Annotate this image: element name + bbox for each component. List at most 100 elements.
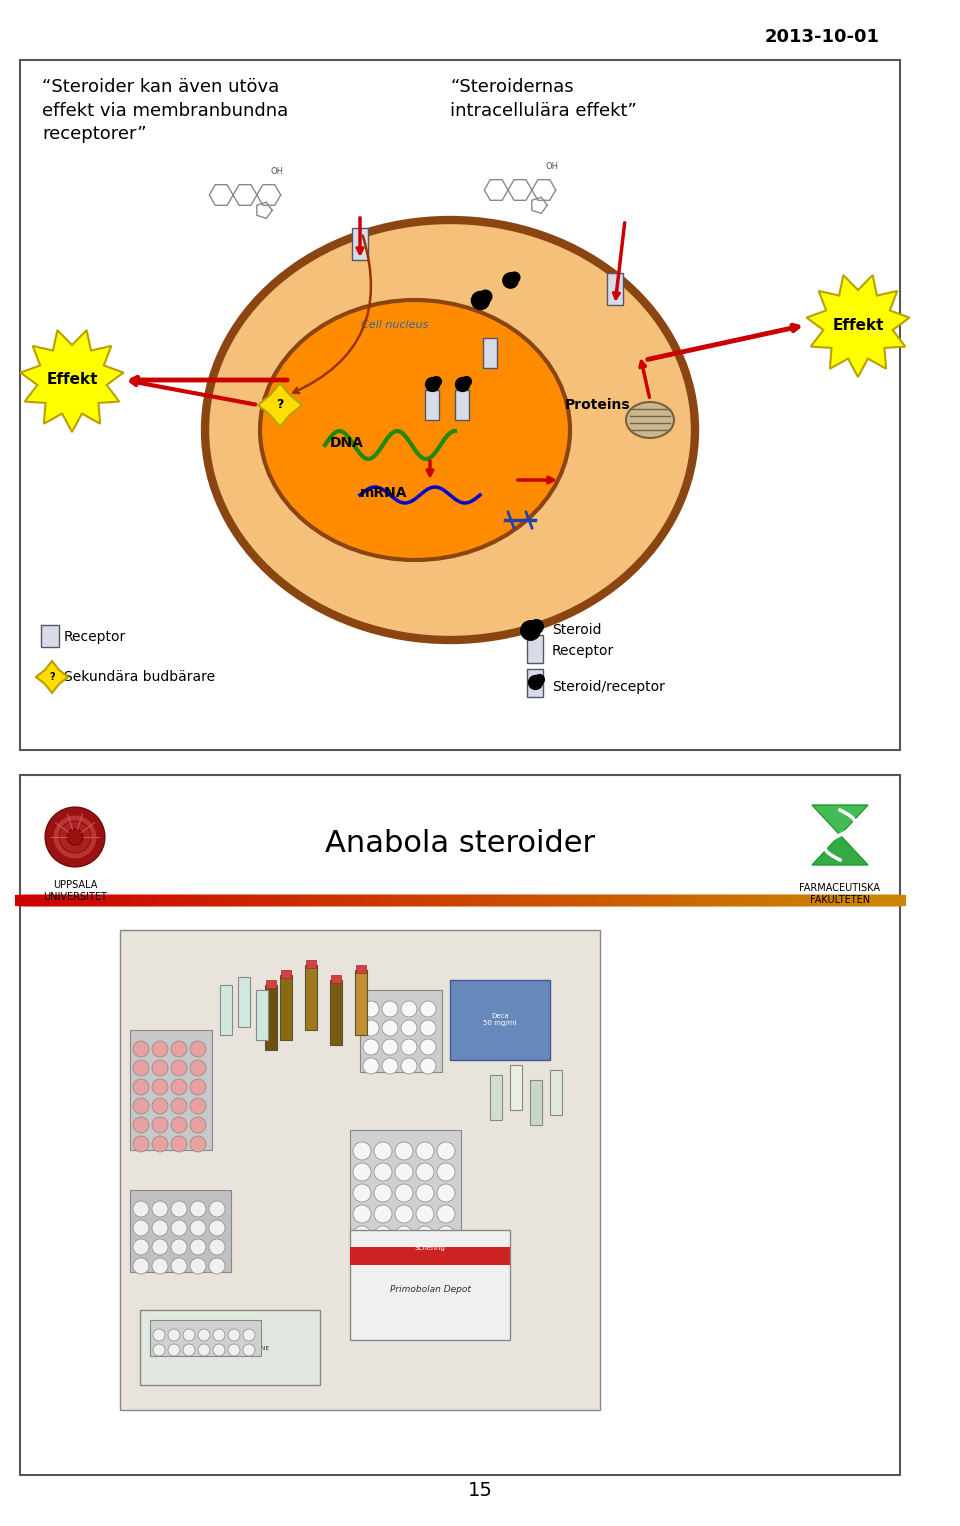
Circle shape (171, 1117, 187, 1132)
Circle shape (59, 821, 91, 853)
Circle shape (152, 1219, 168, 1236)
Text: mRNA: mRNA (360, 485, 407, 501)
Circle shape (190, 1041, 206, 1058)
Circle shape (133, 1135, 149, 1152)
Bar (455, 391, 469, 420)
Polygon shape (20, 330, 124, 432)
Bar (490, 1074, 502, 1120)
Circle shape (209, 1201, 225, 1218)
Text: “Steroider kan även utöva
effekt via membranbundna
receptorer”: “Steroider kan även utöva effekt via mem… (42, 78, 288, 143)
Circle shape (153, 1329, 165, 1341)
Circle shape (382, 1039, 398, 1054)
Polygon shape (806, 275, 909, 377)
Circle shape (133, 1117, 149, 1132)
Circle shape (183, 1329, 195, 1341)
Circle shape (374, 1184, 392, 1202)
Circle shape (133, 1099, 149, 1114)
Text: Receptor: Receptor (552, 644, 614, 658)
Text: Primobolan Depot: Primobolan Depot (390, 1285, 470, 1294)
Bar (527, 668, 543, 697)
Circle shape (374, 1225, 392, 1244)
Circle shape (152, 1117, 168, 1132)
Bar (355, 971, 367, 1035)
Bar (20, 60, 900, 749)
Circle shape (416, 1163, 434, 1181)
Bar (530, 1080, 542, 1125)
Bar (41, 626, 59, 647)
Polygon shape (812, 835, 868, 865)
Text: Sekundära budbärare: Sekundära budbärare (64, 670, 215, 684)
Circle shape (420, 1001, 436, 1016)
Circle shape (213, 1344, 225, 1357)
Circle shape (382, 1001, 398, 1016)
Circle shape (420, 1039, 436, 1054)
Bar (306, 960, 316, 967)
Circle shape (133, 1239, 149, 1254)
Circle shape (171, 1201, 187, 1218)
Circle shape (374, 1206, 392, 1222)
Text: Anabola steroider: Anabola steroider (324, 829, 595, 858)
Circle shape (401, 1001, 417, 1016)
Circle shape (152, 1257, 168, 1274)
Circle shape (133, 1257, 149, 1274)
Bar (120, 929, 600, 1410)
Bar (356, 964, 366, 974)
Circle shape (374, 1141, 392, 1160)
Circle shape (67, 829, 83, 845)
Bar (425, 391, 439, 420)
Bar (483, 337, 497, 368)
Circle shape (437, 1141, 455, 1160)
Circle shape (353, 1206, 371, 1222)
Circle shape (209, 1239, 225, 1254)
Text: ?: ? (49, 671, 55, 682)
Circle shape (133, 1219, 149, 1236)
Bar (331, 975, 341, 983)
Circle shape (190, 1257, 206, 1274)
Circle shape (243, 1344, 255, 1357)
Bar (140, 1309, 320, 1386)
Circle shape (190, 1061, 206, 1076)
Circle shape (416, 1206, 434, 1222)
Circle shape (133, 1061, 149, 1076)
Circle shape (437, 1225, 455, 1244)
Text: Receptor: Receptor (64, 630, 127, 644)
Circle shape (228, 1329, 240, 1341)
Circle shape (353, 1141, 371, 1160)
Circle shape (171, 1061, 187, 1076)
Circle shape (382, 1019, 398, 1036)
Circle shape (353, 1225, 371, 1244)
Circle shape (363, 1001, 379, 1016)
Circle shape (190, 1219, 206, 1236)
Circle shape (209, 1219, 225, 1236)
Text: 2013-10-01: 2013-10-01 (765, 27, 880, 46)
Circle shape (437, 1184, 455, 1202)
Ellipse shape (626, 401, 674, 438)
Circle shape (382, 1058, 398, 1074)
Bar (220, 984, 232, 1035)
Text: Schering: Schering (415, 1245, 445, 1251)
Circle shape (395, 1206, 413, 1222)
Bar (305, 964, 317, 1030)
Circle shape (353, 1163, 371, 1181)
Circle shape (437, 1163, 455, 1181)
Circle shape (171, 1041, 187, 1058)
Circle shape (213, 1329, 225, 1341)
Circle shape (152, 1201, 168, 1218)
Circle shape (171, 1239, 187, 1254)
Circle shape (133, 1201, 149, 1218)
Circle shape (168, 1329, 180, 1341)
Text: Effekt: Effekt (832, 317, 884, 333)
Ellipse shape (205, 220, 695, 639)
Circle shape (416, 1225, 434, 1244)
Circle shape (420, 1058, 436, 1074)
Text: OH: OH (271, 168, 283, 177)
Circle shape (420, 1019, 436, 1036)
Circle shape (363, 1039, 379, 1054)
Circle shape (53, 815, 97, 859)
Text: Effekt: Effekt (46, 372, 98, 388)
Text: Deca
50 mg/ml: Deca 50 mg/ml (483, 1013, 516, 1027)
Bar (256, 990, 268, 1041)
Circle shape (133, 1041, 149, 1058)
Circle shape (171, 1257, 187, 1274)
Polygon shape (36, 661, 68, 693)
